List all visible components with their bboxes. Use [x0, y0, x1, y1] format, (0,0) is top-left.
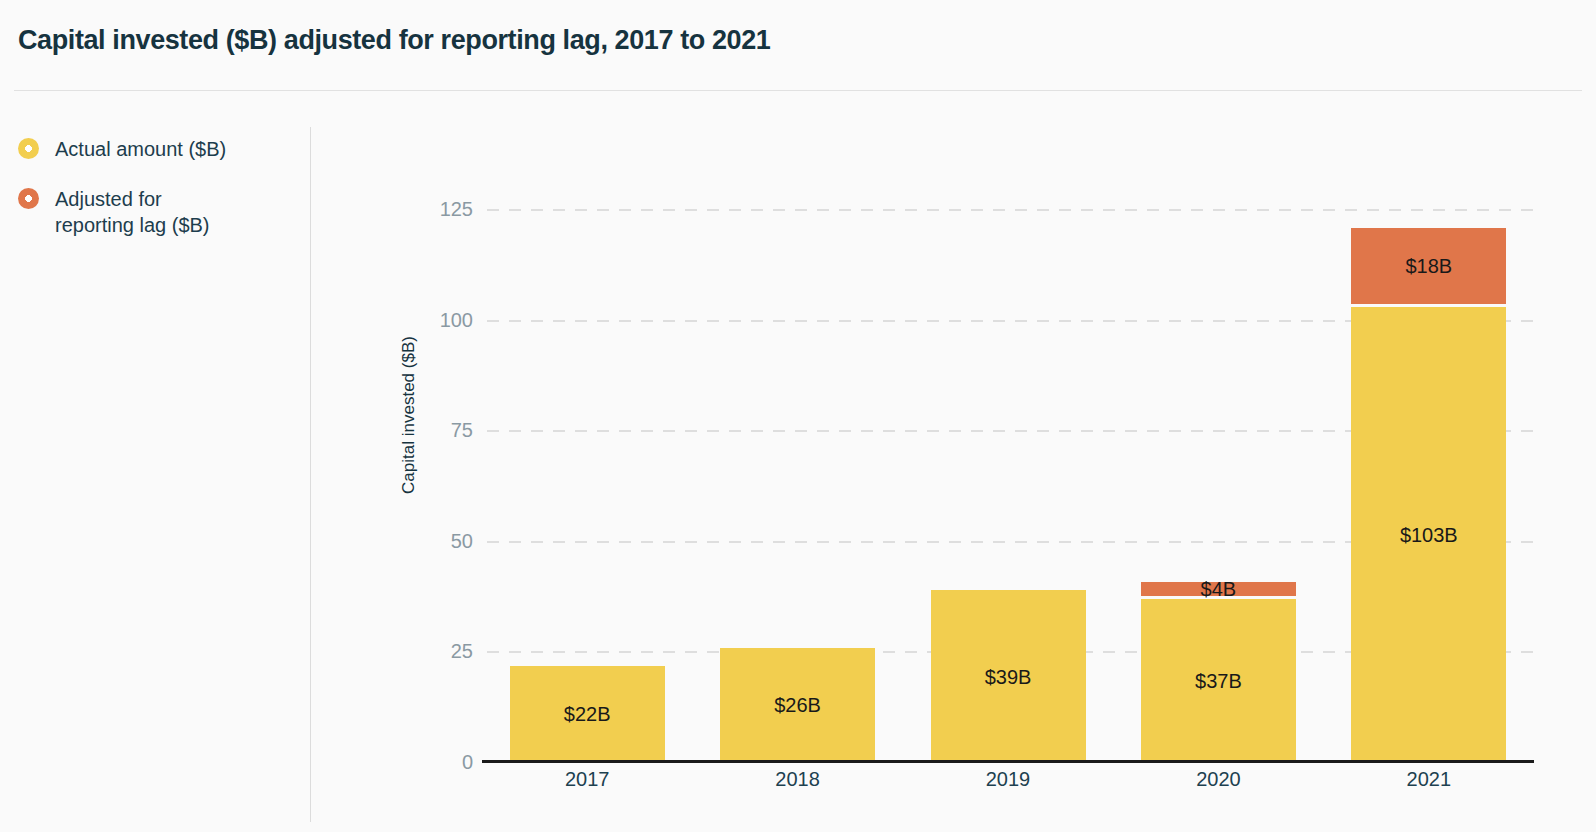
- bar-value-label: $4B: [1201, 579, 1237, 599]
- bar-segment-2019-actual[interactable]: $39B: [931, 590, 1086, 763]
- chart-page: Capital invested ($B) adjusted for repor…: [0, 0, 1596, 832]
- x-tick-label-2020: 2020: [1168, 768, 1268, 791]
- bar-value-label: $37B: [1195, 671, 1242, 691]
- x-tick-label-2018: 2018: [748, 768, 848, 791]
- bar-value-label: $39B: [985, 667, 1032, 687]
- bar-value-label: $26B: [774, 695, 821, 715]
- bar-segment-2020-adjusted[interactable]: $4B: [1141, 582, 1296, 600]
- gridline-125: [487, 209, 1540, 211]
- bar-chart-plot-area: Capital invested ($B) 0 25 50 75 100 125 $22B 2…: [0, 0, 1596, 832]
- bar-value-label: $18B: [1405, 256, 1452, 276]
- bar-value-label: $103B: [1400, 525, 1458, 545]
- y-axis-title: Capital invested ($B): [399, 336, 419, 494]
- x-tick-label-2021: 2021: [1379, 768, 1479, 791]
- x-tick-label-2019: 2019: [958, 768, 1058, 791]
- bar-segment-2018-actual[interactable]: $26B: [720, 648, 875, 763]
- bar-segment-2020-actual[interactable]: $37B: [1141, 599, 1296, 763]
- bar-segment-2021-adjusted[interactable]: $18B: [1351, 228, 1506, 308]
- y-tick-label-25: 25: [413, 640, 473, 663]
- y-tick-label-75: 75: [413, 419, 473, 442]
- y-tick-label-100: 100: [413, 309, 473, 332]
- x-tick-label-2017: 2017: [537, 768, 637, 791]
- y-tick-label-125: 125: [413, 198, 473, 221]
- bar-value-label: $22B: [564, 704, 611, 724]
- y-tick-label-0: 0: [413, 751, 473, 774]
- bar-segment-2017-actual[interactable]: $22B: [510, 666, 665, 763]
- y-tick-label-50: 50: [413, 530, 473, 553]
- x-axis-line: [482, 760, 1534, 763]
- bar-segment-2021-actual[interactable]: $103B: [1351, 307, 1506, 763]
